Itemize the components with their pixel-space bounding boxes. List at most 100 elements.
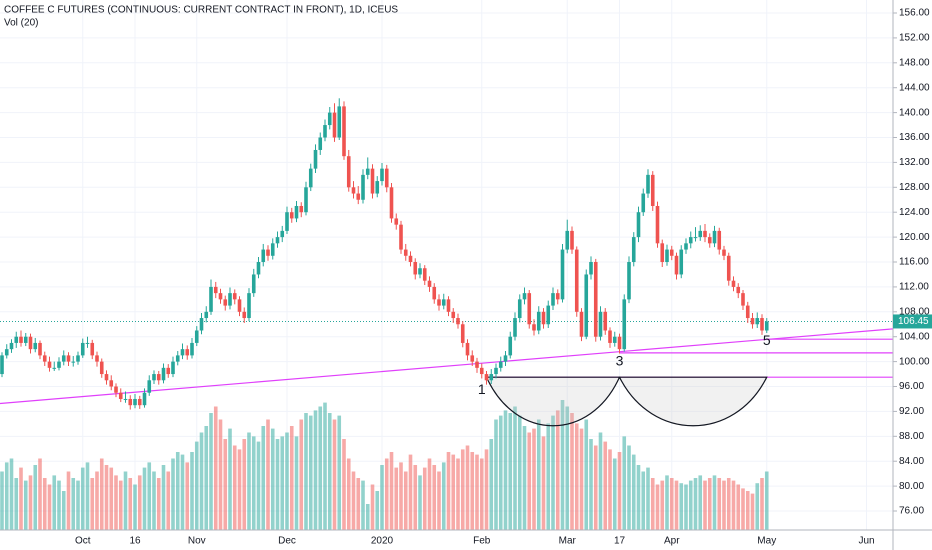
volume-bar bbox=[380, 465, 384, 530]
volume-bar bbox=[166, 471, 171, 530]
candle-body bbox=[665, 249, 669, 263]
candle-body bbox=[413, 262, 418, 275]
candle-body bbox=[351, 187, 356, 194]
volume-bar bbox=[266, 419, 270, 530]
pattern-label: 5 bbox=[763, 332, 771, 348]
volume-bar bbox=[190, 452, 194, 530]
volume-bar bbox=[247, 432, 251, 530]
candle-body bbox=[674, 255, 679, 275]
x-tick-label: May bbox=[757, 536, 776, 547]
volume-bar bbox=[422, 467, 427, 530]
candle-body bbox=[655, 205, 660, 244]
candle-body bbox=[551, 293, 555, 306]
volume-bar bbox=[147, 462, 152, 530]
pattern-label: 1 bbox=[478, 381, 486, 397]
volume-bar bbox=[646, 467, 650, 530]
volume-bar bbox=[19, 467, 23, 530]
volume-bar bbox=[403, 471, 408, 530]
volume-bar bbox=[475, 454, 479, 530]
candle-body bbox=[764, 321, 769, 331]
candle-body bbox=[541, 311, 546, 325]
candle-body bbox=[327, 112, 332, 126]
volume-bar bbox=[128, 478, 133, 530]
candle-body bbox=[71, 361, 76, 363]
volume-bar bbox=[726, 478, 731, 530]
candle-body bbox=[722, 249, 726, 256]
x-tick-label: Dec bbox=[278, 536, 296, 547]
candle-body bbox=[741, 293, 745, 306]
volume-bar bbox=[589, 439, 593, 530]
volume-bar bbox=[0, 471, 4, 530]
candle-body bbox=[517, 299, 522, 319]
candle-body bbox=[394, 218, 399, 225]
candle-body bbox=[57, 361, 61, 368]
candle-body bbox=[479, 367, 484, 375]
candle-body bbox=[190, 342, 194, 356]
candle-body bbox=[251, 274, 256, 294]
candle-body bbox=[223, 299, 228, 306]
candle-body bbox=[0, 355, 4, 375]
candle-body bbox=[185, 349, 190, 356]
volume-bar bbox=[603, 441, 608, 530]
candle-body bbox=[209, 286, 213, 312]
volume-bar bbox=[655, 484, 660, 530]
y-tick-label: 152.00 bbox=[899, 33, 930, 44]
candle-body bbox=[498, 361, 503, 368]
candle-body bbox=[570, 230, 574, 250]
y-tick-label: 140.00 bbox=[899, 107, 930, 118]
x-tick-label: 16 bbox=[129, 536, 141, 547]
volume-bar bbox=[275, 439, 280, 530]
volume-bar bbox=[669, 478, 674, 530]
candle-body bbox=[261, 249, 266, 263]
volume-bar bbox=[304, 413, 308, 530]
volume-bar bbox=[717, 478, 722, 530]
candle-body bbox=[66, 355, 71, 362]
candle-body bbox=[171, 361, 175, 375]
volume-bar bbox=[527, 432, 532, 530]
volume-bar bbox=[213, 406, 218, 530]
volume-bar bbox=[741, 488, 745, 530]
volume-bar bbox=[565, 406, 570, 530]
volume-bar bbox=[218, 419, 223, 530]
candle-body bbox=[232, 293, 237, 300]
volume-bar bbox=[698, 475, 703, 530]
candle-body bbox=[218, 293, 223, 300]
volume-bar bbox=[465, 445, 470, 530]
volume-bar bbox=[731, 480, 736, 530]
volume-bar bbox=[57, 480, 61, 530]
candle-body bbox=[332, 112, 337, 138]
candle-body bbox=[28, 336, 33, 350]
candle-body bbox=[90, 342, 95, 356]
candle-body bbox=[237, 299, 242, 312]
candle-body bbox=[703, 230, 707, 238]
candle-body bbox=[95, 355, 99, 362]
cup-arc bbox=[618, 376, 768, 427]
candle-body bbox=[451, 311, 456, 319]
candle-body bbox=[589, 262, 593, 275]
volume-bar bbox=[570, 413, 574, 530]
volume-bar bbox=[114, 475, 118, 530]
candle-body bbox=[513, 318, 517, 337]
candle-body bbox=[574, 249, 579, 312]
volume-bar bbox=[688, 480, 693, 530]
candle-body bbox=[242, 311, 247, 319]
volume-bar bbox=[33, 465, 38, 530]
candle-body bbox=[579, 311, 584, 337]
volume-bar bbox=[437, 471, 441, 530]
candle-body bbox=[180, 349, 185, 356]
volume-bar bbox=[484, 449, 489, 530]
candle-body bbox=[475, 361, 479, 368]
candle-body bbox=[403, 249, 408, 256]
volume-bar bbox=[536, 419, 541, 530]
volume-bar bbox=[612, 458, 617, 530]
volume-bar bbox=[109, 467, 114, 530]
candle-body bbox=[356, 193, 361, 200]
x-tick-label: Feb bbox=[473, 536, 491, 547]
candle-body bbox=[52, 367, 57, 369]
y-tick-label: 124.00 bbox=[899, 207, 930, 218]
volume-bar bbox=[608, 449, 612, 530]
x-tick-label: Oct bbox=[75, 536, 91, 547]
y-tick-label: 100.00 bbox=[899, 356, 930, 367]
candle-body bbox=[627, 262, 631, 300]
volume-bar bbox=[294, 436, 299, 530]
